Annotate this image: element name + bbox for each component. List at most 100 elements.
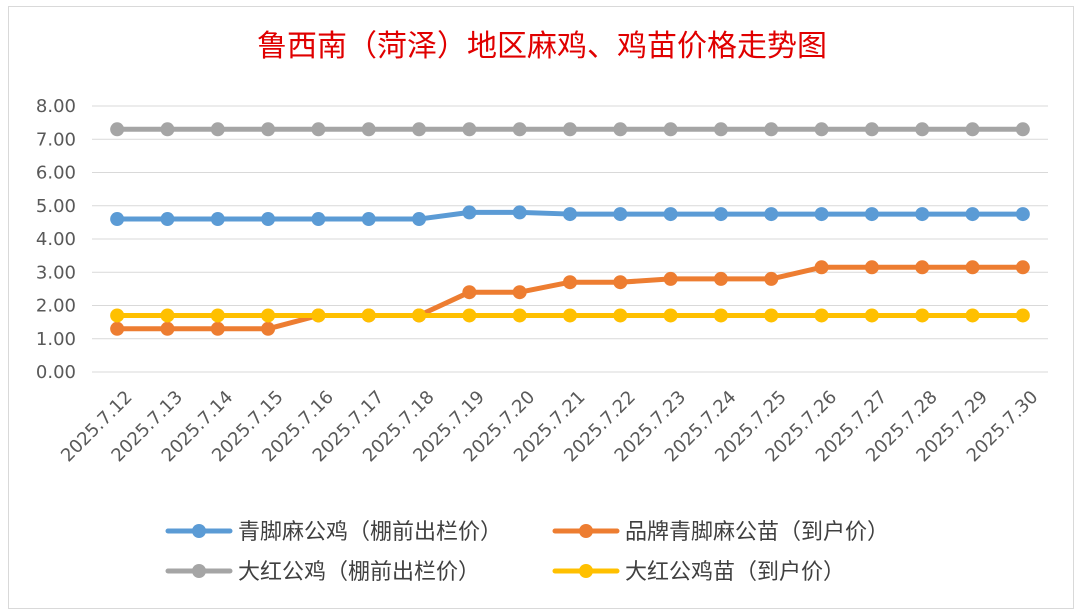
data-point (311, 212, 326, 227)
data-point (764, 122, 779, 137)
legend-marker (579, 524, 593, 538)
data-point (210, 308, 225, 323)
data-point (462, 205, 477, 220)
data-point (1015, 122, 1030, 137)
data-point (713, 271, 728, 286)
data-point (764, 207, 779, 222)
data-point (210, 212, 225, 227)
data-point (713, 207, 728, 222)
data-point (512, 205, 527, 220)
x-axis-ticks: 2025.7.122025.7.132025.7.142025.7.152025… (57, 387, 1042, 467)
data-point (261, 321, 276, 336)
data-point (965, 308, 980, 323)
data-point (412, 308, 427, 323)
data-point (814, 308, 829, 323)
series-layer (110, 122, 1030, 336)
data-point (210, 122, 225, 137)
data-point (915, 308, 930, 323)
y-tick-label: 5.00 (36, 196, 76, 217)
legend-label: 品牌青脚麻公苗（到户价） (625, 520, 889, 545)
data-point (613, 207, 628, 222)
legend-label: 大红公鸡苗（到户价） (625, 560, 845, 585)
data-point (613, 275, 628, 290)
data-point (261, 308, 276, 323)
data-point (462, 122, 477, 137)
data-point (915, 122, 930, 137)
data-point (160, 308, 175, 323)
data-point (110, 308, 125, 323)
data-point (663, 122, 678, 137)
data-point (361, 122, 376, 137)
legend-label: 大红公鸡（棚前出栏价） (238, 560, 480, 585)
data-point (361, 212, 376, 227)
data-point (613, 308, 628, 323)
data-point (814, 260, 829, 275)
data-point (563, 207, 577, 222)
chart-title: 鲁西南（菏泽）地区麻鸡、鸡苗价格走势图 (257, 29, 827, 64)
y-tick-label: 7.00 (36, 129, 76, 150)
y-tick-label: 0.00 (36, 362, 76, 383)
data-point (361, 308, 376, 323)
data-point (311, 308, 326, 323)
legend-marker (579, 564, 593, 578)
data-point (110, 321, 125, 336)
series-0 (110, 205, 1030, 227)
legend-label: 青脚麻公鸡（棚前出栏价） (238, 520, 502, 545)
data-point (412, 122, 427, 137)
data-point (965, 260, 980, 275)
data-point (713, 308, 728, 323)
data-point (110, 212, 125, 227)
data-point (764, 271, 779, 286)
data-point (663, 207, 678, 222)
data-point (160, 321, 175, 336)
series-3 (110, 308, 1030, 323)
data-point (110, 122, 125, 137)
data-point (261, 212, 276, 227)
data-point (1015, 207, 1030, 222)
data-point (210, 321, 225, 336)
data-point (512, 308, 527, 323)
data-point (563, 308, 577, 323)
data-point (512, 122, 527, 137)
legend: 青脚麻公鸡（棚前出栏价） 品牌青脚麻公苗（到户价） 大红公鸡（棚前出栏价） 大红公鸡苗… (165, 520, 889, 585)
data-point (864, 207, 879, 222)
data-point (563, 275, 577, 290)
data-point (965, 122, 980, 137)
data-point (1015, 260, 1030, 275)
data-point (613, 122, 628, 137)
y-tick-label: 4.00 (36, 229, 76, 250)
legend-marker (192, 564, 206, 578)
series-2 (110, 122, 1030, 137)
data-point (311, 122, 326, 137)
data-point (160, 122, 175, 137)
data-point (864, 308, 879, 323)
data-point (814, 122, 829, 137)
data-point (663, 308, 678, 323)
data-point (965, 207, 980, 222)
data-point (814, 207, 829, 222)
data-point (864, 260, 879, 275)
data-point (915, 260, 930, 275)
y-axis-ticks: 0.00 1.00 2.00 3.00 4.00 5.00 6.00 7.00 8.00 (36, 96, 76, 383)
data-point (663, 271, 678, 286)
y-tick-label: 2.00 (36, 296, 76, 317)
legend-item: 大红公鸡（棚前出栏价） (165, 560, 480, 585)
y-tick-label: 6.00 (36, 163, 76, 184)
y-tick-label: 3.00 (36, 262, 76, 283)
series-1 (110, 260, 1030, 336)
legend-item: 青脚麻公鸡（棚前出栏价） (165, 520, 502, 545)
legend-item: 品牌青脚麻公苗（到户价） (552, 520, 889, 545)
data-point (462, 285, 477, 300)
data-point (864, 122, 879, 137)
data-point (512, 285, 527, 300)
data-point (915, 207, 930, 222)
data-point (713, 122, 728, 137)
y-tick-label: 1.00 (36, 329, 76, 350)
data-point (261, 122, 276, 137)
data-point (563, 122, 577, 137)
data-point (462, 308, 477, 323)
legend-item: 大红公鸡苗（到户价） (552, 560, 845, 585)
data-point (764, 308, 779, 323)
